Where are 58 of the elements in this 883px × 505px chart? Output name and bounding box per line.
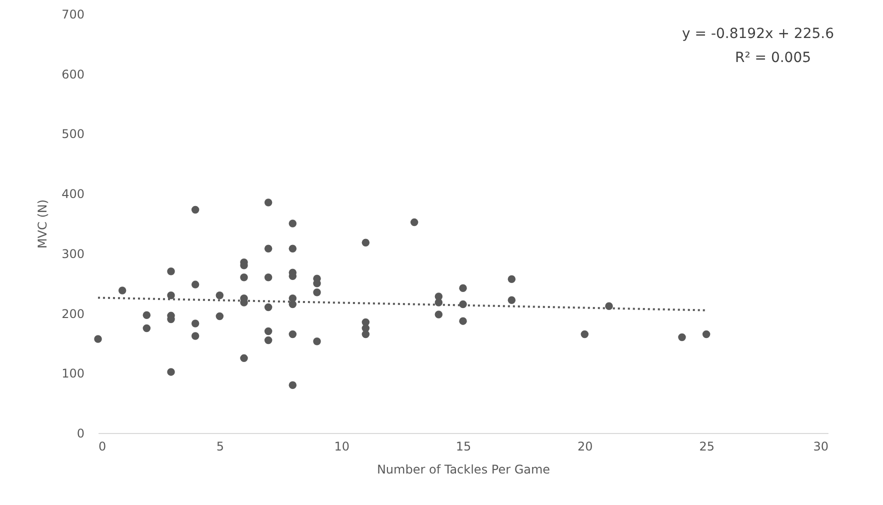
y-axis-title: MVC (N) bbox=[36, 199, 50, 249]
point bbox=[362, 238, 370, 247]
point bbox=[167, 268, 175, 276]
point bbox=[508, 275, 516, 284]
x-tick-label: 15 bbox=[456, 440, 472, 454]
point bbox=[264, 198, 272, 206]
point bbox=[142, 311, 151, 319]
point bbox=[362, 330, 370, 338]
y-tick-label: 300 bbox=[62, 246, 84, 261]
x-tick-label: 20 bbox=[578, 440, 593, 454]
y-tick-label: 500 bbox=[62, 127, 84, 142]
y-tick-label: 600 bbox=[62, 67, 84, 82]
point bbox=[459, 284, 467, 292]
point bbox=[191, 206, 200, 214]
x-tick-label: 5 bbox=[216, 440, 224, 454]
annotation: y = -0.8192x + 225.6 bbox=[682, 26, 834, 42]
point bbox=[288, 244, 297, 253]
point bbox=[94, 335, 102, 343]
x-tick-label: 25 bbox=[699, 440, 714, 454]
point bbox=[678, 333, 686, 342]
point bbox=[216, 312, 224, 320]
x-tick-label: 30 bbox=[813, 440, 828, 454]
x-tick-label: 10 bbox=[334, 440, 350, 454]
point bbox=[264, 274, 272, 282]
point bbox=[264, 303, 272, 312]
point bbox=[240, 274, 248, 282]
point bbox=[240, 354, 248, 362]
point bbox=[459, 317, 467, 325]
y-tick-label: 100 bbox=[62, 366, 84, 381]
x-tick-label: 0 bbox=[98, 440, 106, 454]
point bbox=[191, 280, 200, 288]
y-tick-label: 400 bbox=[62, 187, 84, 202]
point bbox=[288, 220, 297, 228]
point bbox=[191, 320, 200, 328]
point bbox=[191, 332, 200, 340]
point bbox=[313, 288, 321, 296]
point bbox=[264, 327, 272, 336]
point bbox=[580, 330, 589, 338]
y-tick-label: 700 bbox=[62, 8, 84, 22]
point bbox=[264, 244, 272, 253]
point bbox=[410, 218, 418, 226]
point bbox=[288, 330, 297, 338]
point bbox=[167, 291, 175, 300]
point bbox=[702, 330, 710, 338]
point bbox=[118, 286, 126, 294]
point bbox=[434, 310, 443, 318]
point bbox=[216, 291, 224, 300]
annotation: R² = 0.005 bbox=[734, 50, 812, 66]
point bbox=[167, 368, 175, 376]
x-axis-title: Number of Tackles Per Game bbox=[376, 462, 550, 476]
y-tick-label: 200 bbox=[62, 306, 84, 321]
point bbox=[142, 324, 151, 332]
point bbox=[508, 296, 516, 304]
point bbox=[288, 381, 297, 389]
point bbox=[434, 298, 443, 306]
point bbox=[264, 336, 272, 344]
point bbox=[313, 338, 321, 346]
y-tick-label: 0 bbox=[76, 426, 84, 440]
